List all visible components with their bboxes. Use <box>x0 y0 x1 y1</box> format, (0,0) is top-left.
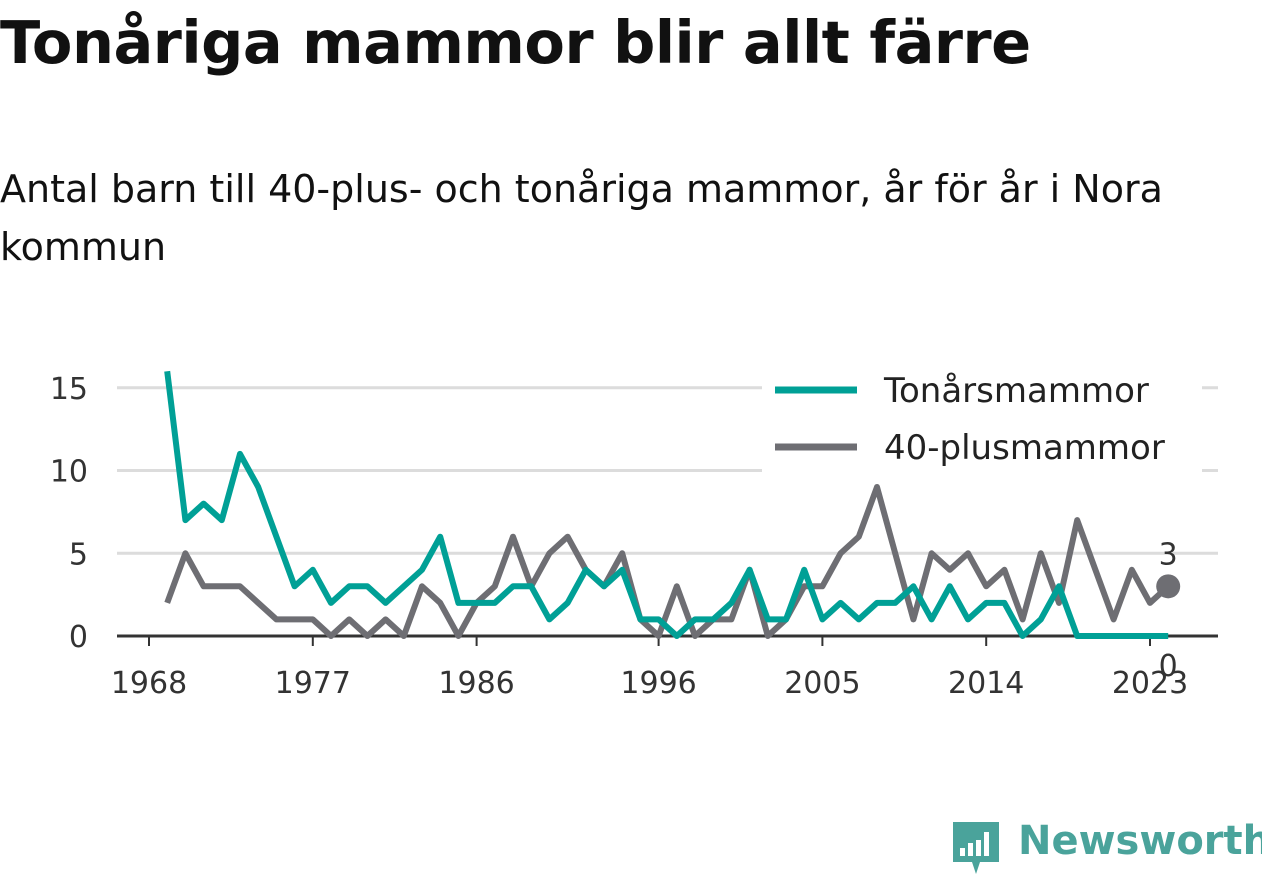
x-tick-label: 1968 <box>111 666 187 701</box>
end-value-label: 3 <box>1159 537 1178 572</box>
chart-title: Tonåriga mammor blir allt färre <box>0 8 1031 77</box>
x-tick-label: 1996 <box>620 666 696 701</box>
y-tick-label: 5 <box>69 537 88 572</box>
series-line-plusmammor <box>164 484 1171 639</box>
y-tick-label: 0 <box>69 620 88 655</box>
y-tick-label: 15 <box>50 372 88 407</box>
x-tick-label: 2005 <box>784 666 860 701</box>
legend-label: 40-plusmammor <box>884 428 1165 468</box>
x-tick-label: 2014 <box>948 666 1024 701</box>
y-tick-label: 10 <box>50 455 88 490</box>
legend-label: Tonårsmammor <box>883 371 1149 411</box>
newsworthy-logo-icon <box>953 822 999 874</box>
series-line-tonarsmammor <box>164 370 1169 639</box>
newsworthy-logo: Newsworthy <box>950 818 1262 878</box>
x-tick-label: 2023 <box>1112 666 1188 701</box>
x-tick-label: 1977 <box>275 666 351 701</box>
x-tick-label: 1986 <box>438 666 514 701</box>
line-chart: 0 5 10 15 1968 1977 1986 1996 2005 2014 2023 Tonårs… <box>50 370 1218 701</box>
brand-name: Newsworthy <box>1018 818 1262 864</box>
end-point-marker <box>1156 574 1181 599</box>
end-value-label: 0 <box>1159 649 1178 684</box>
chart-subtitle: Antal barn till 40-plus- och tonåriga ma… <box>0 167 1163 269</box>
